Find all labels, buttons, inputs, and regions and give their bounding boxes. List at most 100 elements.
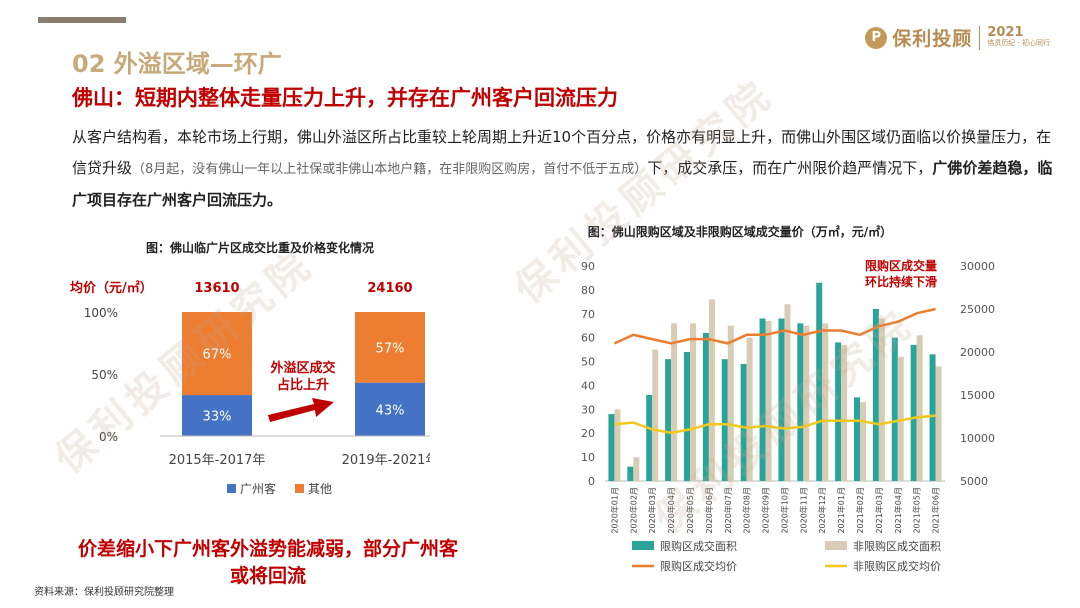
- source-note: 资料来源：保利投顾研究院整理: [34, 587, 174, 598]
- chart2-bar-restricted: [759, 318, 766, 481]
- body-text-part2: 下，成交承压，而在广州限价趋严情况下，: [647, 159, 933, 177]
- chart2-bar-restricted: [721, 359, 728, 481]
- chart2-legend-label: 非限购区成交面积: [853, 539, 941, 553]
- body-paragraph: 从客户结构看，本轮市场上行期，佛山外溢区所占比重较上轮周期上升近10个百分点，价…: [72, 122, 1062, 216]
- chart2-bar-restricted: [646, 395, 653, 481]
- chart2-bar-unrestricted: [690, 323, 696, 481]
- chart2-category-label: 2020年10月: [779, 487, 789, 534]
- chart1-bar-label: 33%: [203, 410, 232, 425]
- chart2-category-label: 2020年05月: [685, 487, 695, 534]
- chart2-category-label: 2020年01月: [609, 487, 619, 534]
- chart2-category-label: 2020年07月: [723, 487, 733, 534]
- chart2-bar-unrestricted: [727, 325, 734, 481]
- chart1-category-label: 2019年-2021年: [342, 453, 430, 468]
- chart2-bar-restricted: [665, 359, 672, 481]
- chart2-yleft-tick: 40: [581, 379, 595, 392]
- chart2-bar-unrestricted: [652, 349, 659, 481]
- chart2-line-restricted-price: [613, 307, 936, 345]
- chart1-bar-other: [355, 312, 425, 383]
- chart2-category-label: 2021年02月: [855, 487, 865, 534]
- chart1-category-label: 2015年-2017年: [169, 453, 266, 468]
- chart2-bar-unrestricted: [633, 457, 640, 481]
- section-title: 02 外溢区域—环广: [72, 50, 282, 78]
- chart2-legend-swatch-restricted-area: [632, 541, 654, 550]
- chart1-bar-guangzhou: [182, 395, 252, 436]
- chart2-legend-label: 非限购区成交均价: [853, 559, 941, 573]
- chart2-yright-tick: 15000: [960, 389, 995, 402]
- chart2-bar-unrestricted: [822, 323, 829, 481]
- body-text-part1: 从客户结构看，本轮市场上行期，佛山外溢区所占比重较上轮周期上升近10个百分点，价…: [72, 128, 1052, 177]
- logo-divider: [979, 25, 981, 50]
- chart1-title: 图：佛山临广片区成交比重及价格变化情况: [146, 240, 374, 255]
- chart2-yleft-tick: 60: [581, 332, 595, 345]
- chart1-legend-label: 其他: [308, 482, 332, 496]
- chart1-bar-label: 57%: [376, 341, 405, 356]
- chart1-annotation-line2: 占比上升: [277, 377, 329, 393]
- chart2-bar-restricted: [854, 397, 860, 481]
- logo-p-icon: P: [865, 26, 888, 49]
- chart2-bar-unrestricted: [614, 409, 621, 481]
- chart2-category-label: 2020年11月: [798, 487, 808, 534]
- chart2-bar-unrestricted: [878, 318, 885, 481]
- chart2-bar-restricted: [702, 332, 709, 481]
- chart2-bar-restricted: [778, 318, 785, 481]
- chart2-bar-unrestricted: [803, 325, 810, 481]
- chart1-bar-label: 67%: [203, 348, 232, 363]
- chart2-legend-label: 限购区成交均价: [660, 559, 737, 573]
- chart2-bar-unrestricted: [897, 356, 904, 481]
- chart2-yright-tick: 5000: [960, 475, 988, 488]
- chart1-trend-arrow-icon: [268, 398, 334, 422]
- chart2-category-label: 2021年05月: [912, 487, 922, 534]
- chart2-yleft-tick: 80: [581, 284, 595, 297]
- chart2-bar-unrestricted: [784, 304, 791, 481]
- chart2-legend-swatch-unrestricted-area: [825, 541, 847, 550]
- top-accent-bar: [38, 17, 126, 23]
- chart2-category-label: 2020年09月: [761, 487, 771, 534]
- chart2-category-label: 2020年04月: [666, 487, 676, 534]
- chart2-annotation-line2: 环比持续下滑: [865, 274, 937, 289]
- volume-price-chart: 图：佛山限购区域及非限购区域成交量价（万㎡，元/㎡） 0 10 20 30 40 50 60 7…: [581, 224, 995, 573]
- chart2-bar-restricted: [608, 414, 615, 481]
- chart2-bar-restricted: [627, 466, 634, 481]
- chart2-category-label: 2020年03月: [647, 487, 657, 534]
- chart2-bar-unrestricted: [841, 344, 848, 481]
- chart2-yleft-tick: 0: [588, 475, 595, 488]
- chart1-ytick-label: 0%: [99, 430, 118, 444]
- chart1-price-label: 均价（元/㎡）: [70, 280, 153, 296]
- body-policy-note: （8月起，没有佛山一年以上社保或非佛山本地户籍，在非限购区购房，首付不低于五成）: [132, 162, 648, 177]
- chart2-bar-restricted: [797, 323, 804, 481]
- logo-year: 2021: [987, 24, 1024, 40]
- chart2-bar-restricted: [684, 352, 690, 481]
- chart2-bar-unrestricted: [860, 402, 866, 481]
- chart2-yright-tick: 20000: [960, 346, 995, 359]
- chart2-yleft-tick: 50: [581, 356, 595, 369]
- chart2-bar-unrestricted: [671, 323, 678, 481]
- chart2-bar-unrestricted: [708, 299, 715, 481]
- chart1-bar-other: [182, 312, 252, 396]
- chart2-category-label: 2021年03月: [874, 487, 884, 534]
- chart1-legend-swatch-guangzhou: [227, 484, 236, 493]
- chart2-yright-tick: 10000: [960, 432, 995, 445]
- chart2-bar-restricted: [910, 344, 917, 481]
- chart1-price-value: 24160: [367, 281, 412, 296]
- chart2-bar-unrestricted: [765, 320, 772, 481]
- chart2-yleft-tick: 10: [581, 451, 595, 464]
- conclusion-text: 价差缩小下广州客外溢势能减弱，部分广州客或将回流: [78, 538, 459, 587]
- chart2-bar-restricted: [816, 282, 823, 481]
- chart2-bar-restricted: [872, 309, 879, 481]
- chart1-annotation-line1: 外溢区成交: [269, 360, 335, 376]
- chart2-line-unrestricted-price: [614, 414, 936, 435]
- chart2-bar-restricted: [929, 354, 936, 481]
- chart2-category-label: 2020年06月: [704, 487, 714, 534]
- chart2-category-label: 2020年08月: [742, 487, 752, 534]
- chart2-category-label: 2021年01月: [836, 487, 846, 534]
- chart2-bar-restricted: [891, 337, 898, 481]
- chart1-bar-label: 43%: [376, 403, 405, 418]
- chart2-yleft-tick: 20: [581, 427, 595, 440]
- chart2-yleft-tick: 90: [581, 260, 595, 273]
- chart2-category-label: 2021年04月: [893, 487, 903, 534]
- chart2-bar-restricted: [835, 342, 842, 481]
- chart2-bar-restricted: [740, 363, 747, 481]
- chart1-price-value: 13610: [194, 281, 239, 296]
